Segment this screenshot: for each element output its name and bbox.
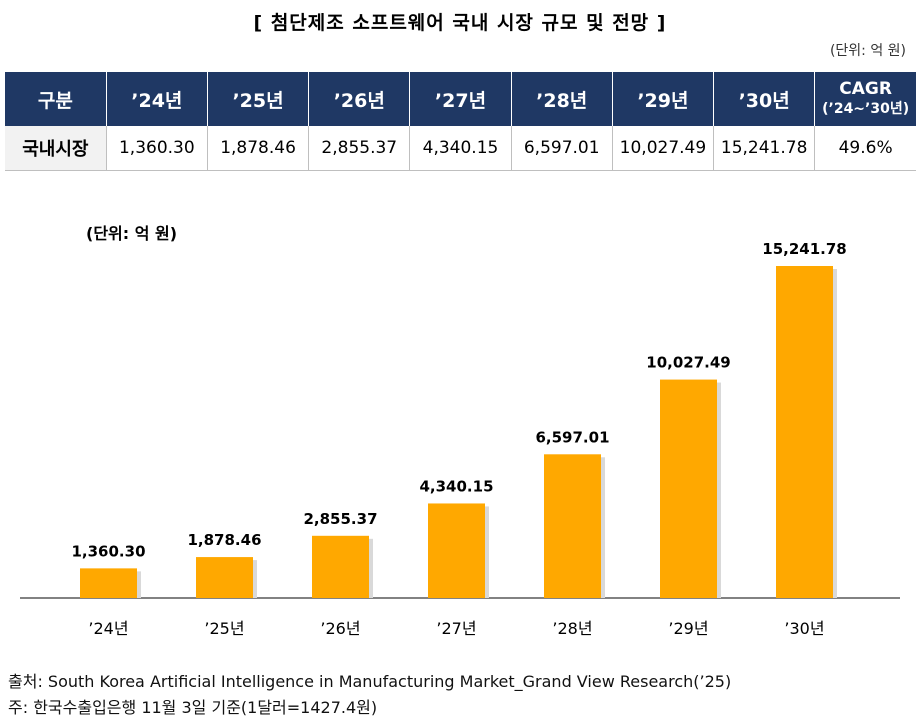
header-cagr: CAGR (’24~’30년) [814,72,916,126]
data-label: 15,241.78 [762,240,846,258]
data-label: 1,878.46 [187,531,261,549]
cell-value-27: 4,340.15 [409,126,512,171]
row-label-domestic: 국내시장 [5,126,107,171]
header-year-25: ’25년 [207,72,310,126]
bar-1 [196,557,253,598]
data-label: 1,360.30 [71,542,145,560]
x-tick-label: ’29년 [668,619,708,638]
source-note: 출처: South Korea Artificial Intelligence … [8,672,732,691]
cell-value-29: 10,027.49 [612,126,715,171]
x-tick-label: ’24년 [88,619,128,638]
table-header-row: 구분 ’24년 ’25년 ’26년 ’27년 ’28년 ’29년 ’30년 CA… [5,72,916,126]
data-label: 10,027.49 [646,354,730,372]
market-summary-table: 구분 ’24년 ’25년 ’26년 ’27년 ’28년 ’29년 ’30년 CA… [5,72,916,171]
bar-0 [80,568,137,598]
header-year-26: ’26년 [308,72,411,126]
table-row: 국내시장 1,360.30 1,878.46 2,855.37 4,340.15… [5,126,916,171]
page-title: [ 첨단제조 소프트웨어 국내 시장 규모 및 전망 ] [253,12,667,34]
bar-chart: 1,360.30 ’24년 1,878.46 ’25년 2,855.37 ’26년 4,34… [20,240,900,638]
header-category: 구분 [5,72,107,126]
cell-value-25: 1,878.46 [207,126,310,171]
cell-value-26: 2,855.37 [308,126,411,171]
x-tick-label: ’30년 [784,619,824,638]
header-cagr-label: CAGR [839,79,892,99]
bar-2 [312,535,369,598]
data-label: 6,597.01 [535,428,609,446]
bar-3 [428,503,485,598]
cell-value-24: 1,360.30 [106,126,208,171]
header-year-30: ’30년 [713,72,816,126]
header-year-28: ’28년 [511,72,613,126]
exchange-rate-note: 주: 한국수출입은행 11월 3일 기준(1달러=1427.4원) [8,698,378,717]
x-tick-label: ’26년 [320,619,360,638]
cell-value-30: 15,241.78 [713,126,816,171]
header-year-24: ’24년 [106,72,208,126]
chart-unit-label: (단위: 억 원) [86,224,178,243]
table-unit-label: (단위: 억 원) [829,43,906,59]
data-label: 4,340.15 [419,477,493,495]
bar-6 [776,266,833,598]
bar-4 [544,454,601,598]
cell-value-cagr: 49.6% [814,126,916,171]
header-year-29: ’29년 [612,72,715,126]
header-year-27: ’27년 [409,72,512,126]
data-label: 2,855.37 [303,510,377,528]
cell-value-28: 6,597.01 [511,126,613,171]
bar-5 [660,379,717,598]
x-tick-label: ’28년 [552,619,592,638]
header-cagr-period: (’24~’30년) [822,101,910,117]
x-tick-label: ’25년 [204,619,244,638]
x-tick-label: ’27년 [436,619,476,638]
